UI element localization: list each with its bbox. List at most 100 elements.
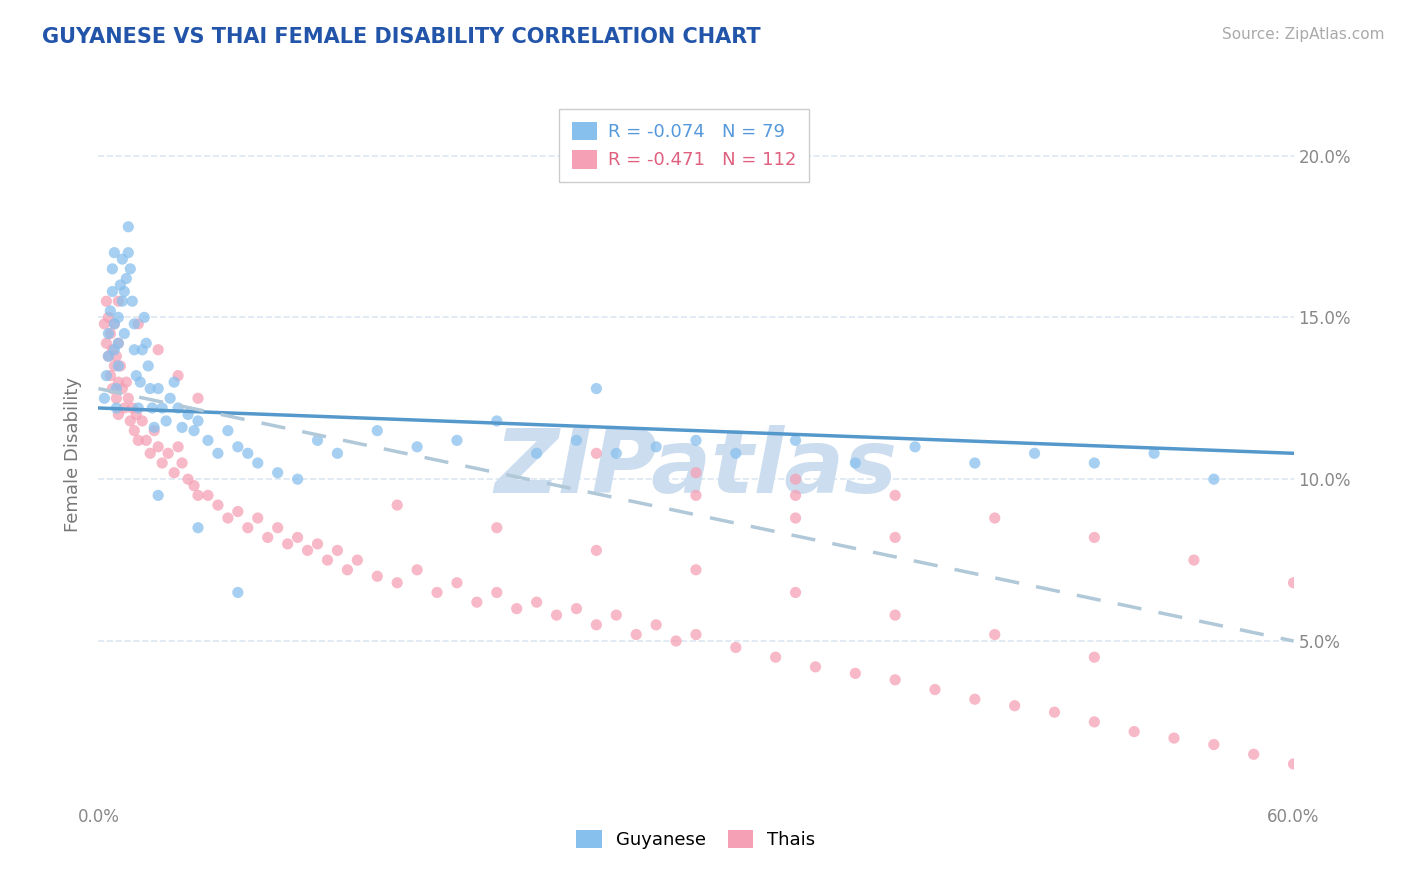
Point (1123, 724, 1146, 739)
Text: ZIPatlas: ZIPatlas (495, 425, 897, 512)
Point (546, 608, 568, 623)
Point (121, 294, 143, 309)
Point (526, 446, 548, 460)
Point (665, 634, 688, 648)
Point (1083, 531, 1105, 545)
Point (645, 617, 668, 632)
Point (267, 466, 290, 480)
Point (97, 310, 120, 325)
Point (187, 392, 209, 406)
Point (177, 472, 200, 486)
Point (105, 392, 128, 406)
Point (112, 401, 135, 415)
Point (143, 420, 166, 434)
Point (984, 627, 1007, 641)
Point (150, 401, 173, 415)
Point (446, 575, 468, 590)
Point (236, 446, 259, 460)
Point (217, 424, 239, 438)
Point (134, 310, 156, 325)
Point (924, 682, 946, 697)
Point (121, 401, 143, 415)
Point (297, 543, 319, 558)
Point (127, 434, 149, 448)
Point (316, 553, 339, 567)
Point (785, 511, 807, 525)
Point (1202, 472, 1225, 486)
Point (97, 349, 120, 363)
Point (141, 401, 163, 415)
Point (307, 537, 329, 551)
Point (724, 446, 747, 460)
Point (1182, 553, 1205, 567)
Point (1243, 747, 1265, 762)
Point (157, 446, 180, 460)
Point (585, 617, 607, 632)
Point (197, 434, 219, 448)
Point (844, 456, 866, 470)
Point (115, 271, 138, 285)
Point (93, 317, 115, 331)
Point (117, 219, 139, 234)
Point (112, 285, 135, 299)
Point (98, 326, 122, 341)
Point (187, 488, 209, 502)
Point (163, 375, 186, 389)
Point (1083, 714, 1105, 729)
Point (236, 521, 259, 535)
Point (765, 650, 787, 665)
Point (129, 375, 152, 389)
Point (183, 478, 205, 492)
Point (526, 595, 548, 609)
Point (217, 511, 239, 525)
Point (385, 498, 409, 512)
Point (115, 375, 138, 389)
Point (406, 440, 429, 454)
Point (107, 336, 129, 351)
Point (127, 401, 149, 415)
Point (506, 601, 529, 615)
Point (105, 349, 128, 363)
Text: Source: ZipAtlas.com: Source: ZipAtlas.com (1222, 27, 1385, 42)
Point (120, 414, 142, 428)
Point (107, 310, 129, 325)
Point (125, 368, 148, 383)
Point (155, 414, 177, 428)
Point (150, 456, 173, 470)
Point (1202, 738, 1225, 752)
Point (287, 472, 309, 486)
Point (148, 440, 170, 454)
Point (117, 245, 139, 260)
Point (326, 446, 349, 460)
Point (111, 382, 134, 396)
Point (187, 414, 209, 428)
Point (131, 414, 153, 428)
Point (101, 343, 124, 357)
Point (226, 440, 249, 454)
Point (148, 343, 170, 357)
Point (307, 434, 329, 448)
Point (139, 382, 162, 396)
Point (1083, 456, 1105, 470)
Point (124, 424, 146, 438)
Point (103, 343, 125, 357)
Point (96, 368, 118, 383)
Point (685, 488, 707, 502)
Point (605, 608, 627, 623)
Point (685, 627, 707, 641)
Point (1282, 756, 1305, 771)
Point (1004, 698, 1026, 713)
Point (98, 304, 122, 318)
Point (724, 640, 747, 655)
Point (984, 511, 1007, 525)
Point (183, 424, 205, 438)
Point (96, 336, 118, 351)
Point (131, 343, 153, 357)
Point (97, 349, 120, 363)
Point (626, 627, 648, 641)
Point (1163, 731, 1185, 745)
Point (346, 553, 368, 567)
Point (226, 585, 249, 599)
Point (135, 336, 157, 351)
Point (172, 456, 194, 470)
